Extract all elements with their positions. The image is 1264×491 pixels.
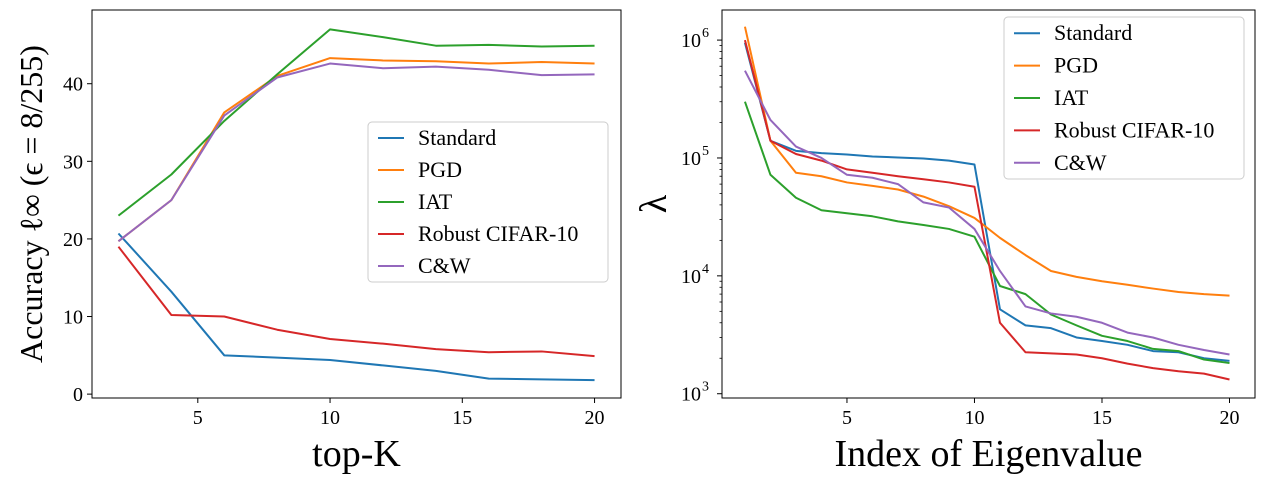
y-tick-exponent: 4	[702, 262, 709, 277]
legend-entry-robust-cifar-10: Robust CIFAR-10	[418, 221, 578, 246]
x-tick-label: 5	[193, 407, 203, 429]
y-tick-exponent: 3	[702, 380, 709, 395]
legend: Standard PGD IAT Robust CIFAR-10 C&W	[1003, 16, 1245, 180]
series-line-iat	[744, 101, 1230, 365]
plot-frame	[91, 9, 622, 399]
y-tick-label: 10	[681, 384, 701, 406]
plot-frame	[721, 9, 1256, 399]
x-tick-label: 15	[452, 407, 472, 429]
y-tick-label: 10	[681, 30, 701, 52]
legend-entry-pgd: PGD	[1054, 53, 1098, 78]
legend-entry-pgd: PGD	[418, 157, 462, 182]
y-tick-exponent: 6	[702, 26, 709, 41]
legend-entry-iat: IAT	[1054, 85, 1089, 110]
series-line-pgd	[743, 26, 1230, 297]
series-line-robust-cifar-10	[743, 39, 1230, 381]
x-tick-label: 10	[320, 407, 340, 429]
y-tick-label: 40	[63, 74, 83, 96]
legend-entry-standard: Standard	[418, 125, 496, 150]
legend: Standard PGD IAT Robust CIFAR-10 C&W	[367, 121, 609, 283]
series-line-candw	[117, 62, 595, 243]
series-line-standard	[743, 42, 1230, 362]
legend-box	[367, 121, 609, 283]
x-axis-title: top-K	[312, 433, 401, 475]
x-tick-label: 20	[585, 407, 605, 429]
series-line-candw	[744, 70, 1230, 356]
series-line-standard	[117, 232, 595, 382]
x-axis-title: Index of Eigenvalue	[834, 433, 1142, 475]
series-line-iat	[117, 28, 595, 217]
legend-entry-iat: IAT	[418, 189, 453, 214]
y-tick-label: 30	[63, 151, 83, 173]
legend-entry-standard: Standard	[1054, 20, 1132, 45]
legend-box	[1003, 16, 1245, 180]
y-tick-label: 10	[681, 148, 701, 170]
legend-entry-robust-cifar-10: Robust CIFAR-10	[1054, 117, 1214, 142]
y-axis-title: Accuracy ℓ∞ (ϵ = 8/255)	[13, 45, 49, 363]
y-tick-label: 20	[63, 229, 83, 251]
series-line-robust-cifar-10	[117, 246, 595, 358]
legend-entry-candw: C&W	[1054, 150, 1107, 175]
x-tick-label: 20	[1219, 407, 1239, 429]
chart-panel-1: 5 10 15 20 0 10 20 30 40 top-K Accuracy ℓ∞ (ϵ = 8/…	[13, 9, 622, 475]
y-tick-label: 10	[63, 307, 83, 329]
y-axis-title: λ	[633, 194, 675, 213]
y-tick-exponent: 5	[702, 144, 709, 159]
x-tick-label: 15	[1092, 407, 1112, 429]
x-tick-label: 10	[964, 407, 984, 429]
y-tick-label: 10	[681, 266, 701, 288]
legend-entry-candw: C&W	[418, 253, 471, 278]
y-tick-label: 0	[73, 384, 83, 406]
x-tick-label: 5	[842, 407, 852, 429]
